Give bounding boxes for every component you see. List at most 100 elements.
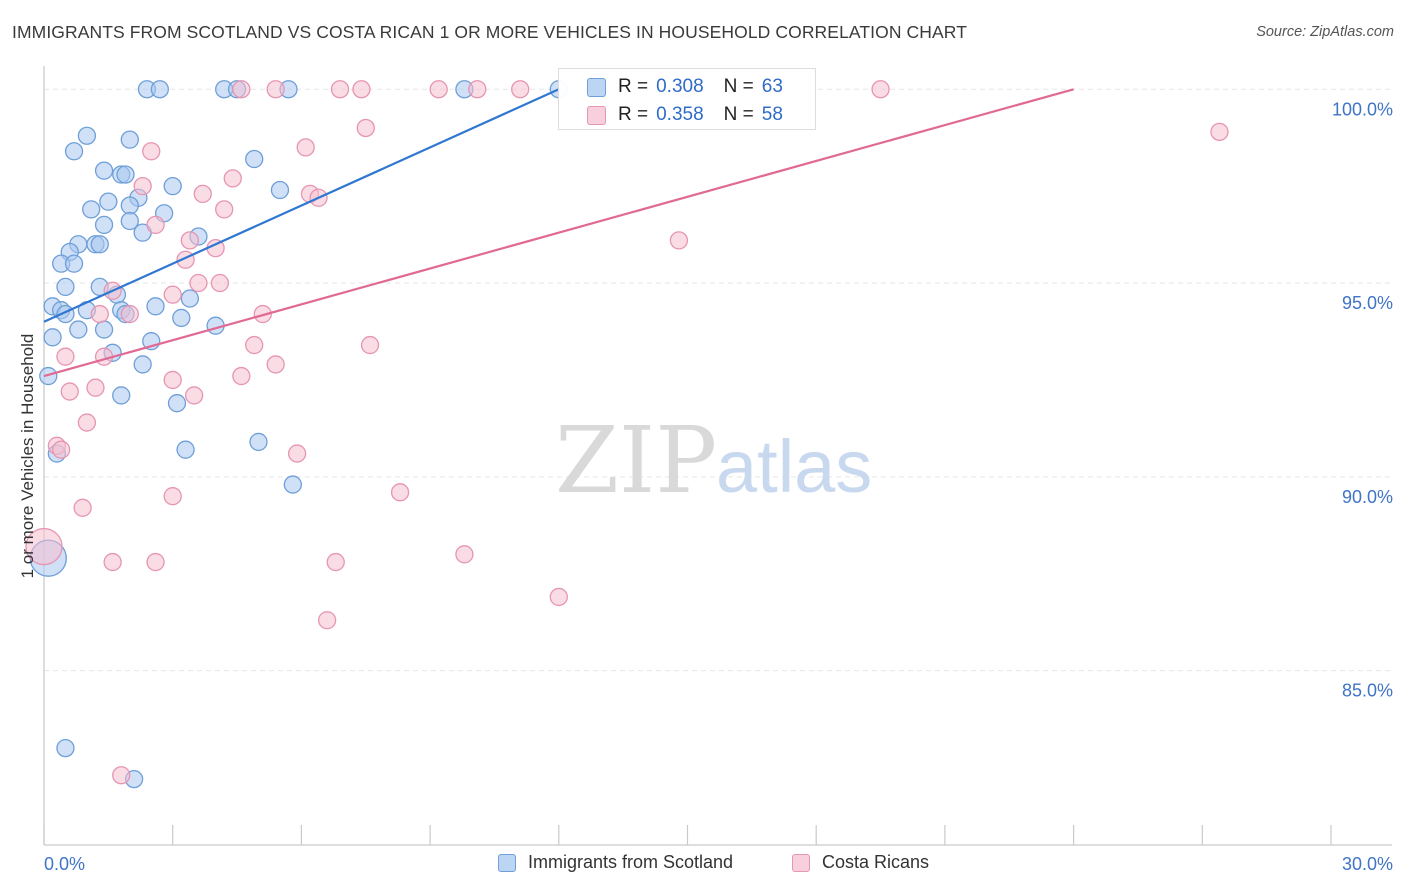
data-point-pink: [469, 81, 486, 98]
legend-item-scotland[interactable]: Immigrants from Scotland: [498, 852, 733, 873]
data-point-blue: [40, 368, 57, 385]
data-point-pink: [1211, 123, 1228, 140]
data-point-blue: [164, 178, 181, 195]
data-point-pink: [113, 767, 130, 784]
data-point-pink: [164, 488, 181, 505]
data-point-blue: [91, 236, 108, 253]
data-point-blue: [181, 290, 198, 307]
y-tick-label: 100.0%: [1332, 99, 1393, 119]
stats-n-value: 63: [762, 76, 783, 98]
data-point-pink: [332, 81, 349, 98]
data-point-blue: [134, 356, 151, 373]
data-point-pink: [61, 383, 78, 400]
stats-r-label: R =: [618, 76, 648, 98]
data-point-pink: [164, 286, 181, 303]
data-point-pink: [164, 371, 181, 388]
data-point-blue: [66, 255, 83, 272]
y-tick-label: 85.0%: [1342, 681, 1393, 701]
data-point-pink: [57, 348, 74, 365]
stats-row-scotland: R = 0.308 N = 63: [559, 73, 783, 101]
data-point-pink: [430, 81, 447, 98]
watermark-atlas: atlas: [716, 425, 872, 508]
watermark: ZIP atlas: [555, 407, 872, 514]
stats-swatch-blue: [587, 78, 606, 97]
data-point-pink: [181, 232, 198, 249]
stats-r-label: R =: [618, 104, 648, 126]
stats-swatch-pink: [587, 106, 606, 125]
data-point-pink: [353, 81, 370, 98]
data-point-pink: [216, 201, 233, 218]
data-point-pink: [121, 306, 138, 323]
data-point-blue: [271, 182, 288, 199]
data-point-blue: [70, 321, 87, 338]
data-point-pink: [512, 81, 529, 98]
data-point-blue: [96, 216, 113, 233]
y-tick-label: 95.0%: [1342, 293, 1393, 313]
data-point-pink: [78, 414, 95, 431]
data-point-pink: [147, 554, 164, 571]
data-point-blue: [113, 387, 130, 404]
legend: Immigrants from Scotland Costa Ricans: [0, 852, 1406, 880]
data-point-pink: [670, 232, 687, 249]
data-point-pink: [319, 612, 336, 629]
data-point-blue: [83, 201, 100, 218]
legend-item-costa-rica[interactable]: Costa Ricans: [792, 852, 929, 873]
data-point-pink: [327, 554, 344, 571]
data-point-pink: [246, 337, 263, 354]
data-point-blue: [121, 197, 138, 214]
scatter-chart: ZIP atlas 85.0%90.0%95.0%100.0%0.0% 30.0%: [0, 0, 1406, 892]
data-point-pink: [224, 170, 241, 187]
data-point-blue: [66, 143, 83, 160]
data-point-pink: [53, 441, 70, 458]
data-point-pink: [456, 546, 473, 563]
data-point-pink: [104, 554, 121, 571]
data-point-pink: [357, 120, 374, 137]
y-tick-label: 90.0%: [1342, 487, 1393, 507]
data-point-blue: [57, 278, 74, 295]
data-point-blue: [121, 131, 138, 148]
data-point-pink: [211, 275, 228, 292]
data-point-blue: [78, 127, 95, 144]
data-point-pink: [233, 81, 250, 98]
data-point-blue: [173, 309, 190, 326]
data-point-blue: [246, 151, 263, 168]
stats-n-label: N =: [724, 104, 754, 126]
data-point-blue: [117, 166, 134, 183]
data-point-blue: [96, 162, 113, 179]
data-point-blue: [168, 395, 185, 412]
stats-r-value: 0.308: [656, 76, 704, 98]
y-axis-label: 1 or more Vehicles in Household: [18, 334, 38, 579]
legend-label-costa-rica: Costa Ricans: [822, 852, 929, 873]
data-point-pink: [91, 306, 108, 323]
data-point-pink: [134, 178, 151, 195]
data-point-blue: [44, 329, 61, 346]
data-point-pink: [297, 139, 314, 156]
data-point-pink: [392, 484, 409, 501]
data-point-blue: [57, 740, 74, 757]
correlation-stats-box: R = 0.308 N = 63 R = 0.358 N = 58: [558, 68, 816, 130]
data-point-pink: [87, 379, 104, 396]
data-point-blue: [177, 441, 194, 458]
stats-n-value: 58: [762, 104, 783, 126]
data-point-pink: [872, 81, 889, 98]
data-point-pink: [190, 275, 207, 292]
data-point-blue: [147, 298, 164, 315]
data-point-pink: [233, 368, 250, 385]
data-point-blue: [284, 476, 301, 493]
data-point-blue: [250, 433, 267, 450]
data-point-pink: [267, 356, 284, 373]
data-point-pink: [362, 337, 379, 354]
data-point-pink: [267, 81, 284, 98]
data-point-blue: [96, 321, 113, 338]
legend-swatch-blue: [498, 854, 516, 872]
data-point-pink: [147, 216, 164, 233]
data-point-pink: [143, 143, 160, 160]
data-point-pink: [194, 185, 211, 202]
watermark-zip: ZIP: [555, 407, 717, 514]
data-point-pink: [550, 588, 567, 605]
stats-row-costa-rica: R = 0.358 N = 58: [559, 101, 783, 129]
stats-n-label: N =: [724, 76, 754, 98]
data-point-blue: [100, 193, 117, 210]
legend-label-scotland: Immigrants from Scotland: [528, 852, 733, 873]
legend-swatch-pink: [792, 854, 810, 872]
